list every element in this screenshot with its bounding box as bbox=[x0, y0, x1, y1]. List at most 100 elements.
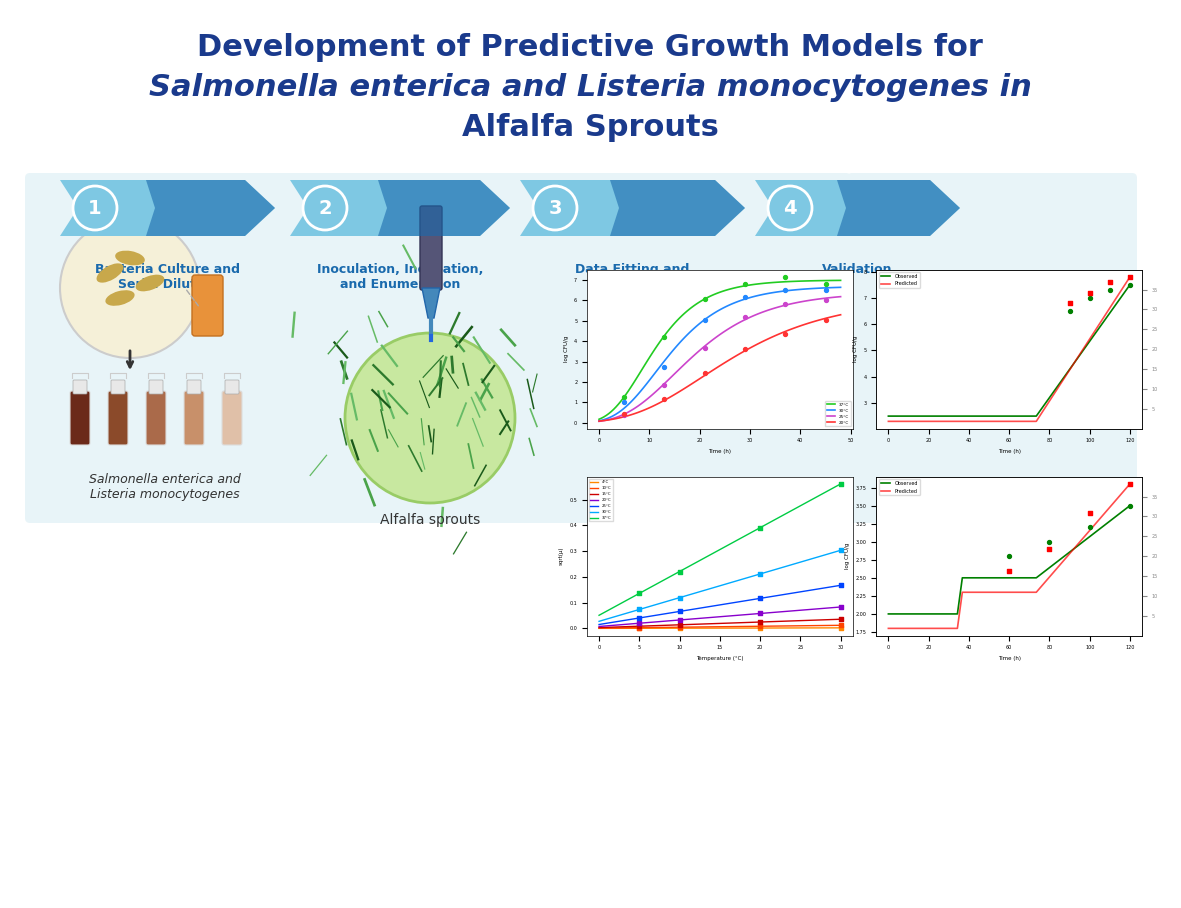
Predicted bbox=[896, 416, 911, 427]
30°C bbox=[717, 302, 731, 313]
Observed bbox=[1074, 538, 1088, 549]
30°C bbox=[648, 368, 663, 379]
Predicted bbox=[1089, 325, 1103, 336]
30°C bbox=[712, 580, 726, 591]
20°C bbox=[672, 615, 686, 626]
Point bbox=[1081, 506, 1100, 520]
Point bbox=[1081, 291, 1100, 305]
Line: 25°C: 25°C bbox=[599, 297, 841, 421]
Text: Validation under
fluctuation temperatures: Validation under fluctuation temperature… bbox=[903, 511, 1077, 541]
Circle shape bbox=[345, 333, 515, 503]
37°C bbox=[814, 275, 828, 286]
FancyBboxPatch shape bbox=[111, 380, 125, 394]
Observed bbox=[1118, 504, 1133, 515]
Point bbox=[816, 312, 835, 327]
Predicted bbox=[1064, 547, 1078, 558]
Polygon shape bbox=[146, 180, 275, 236]
25°C bbox=[717, 327, 731, 338]
Predicted bbox=[926, 416, 940, 427]
Predicted bbox=[886, 416, 900, 427]
Predicted bbox=[931, 416, 945, 427]
4°C bbox=[753, 623, 768, 634]
Text: Validation: Validation bbox=[822, 263, 893, 276]
Predicted bbox=[976, 587, 990, 597]
Observed bbox=[1094, 523, 1108, 534]
25°C bbox=[794, 587, 808, 597]
Observed bbox=[960, 572, 974, 583]
Observed bbox=[1083, 530, 1097, 541]
Observed bbox=[1035, 404, 1049, 415]
Observed bbox=[980, 572, 994, 583]
FancyBboxPatch shape bbox=[222, 391, 242, 445]
Observed bbox=[1035, 568, 1049, 579]
Observed bbox=[1089, 328, 1103, 339]
30°C bbox=[821, 282, 835, 293]
4°C bbox=[794, 623, 808, 634]
X-axis label: Temperature (°C): Temperature (°C) bbox=[696, 656, 744, 661]
Predicted bbox=[940, 623, 954, 634]
Observed bbox=[965, 410, 979, 421]
Predicted bbox=[1094, 513, 1108, 524]
Observed bbox=[901, 608, 915, 619]
37°C bbox=[712, 544, 726, 555]
Predicted bbox=[990, 416, 1004, 427]
25°C bbox=[834, 291, 848, 302]
25°C bbox=[592, 619, 606, 630]
Observed bbox=[911, 410, 925, 421]
30°C bbox=[753, 568, 768, 579]
30°C bbox=[794, 557, 808, 568]
Point bbox=[629, 619, 648, 634]
10°C bbox=[592, 623, 606, 634]
Point bbox=[751, 607, 770, 621]
Observed bbox=[1005, 572, 1019, 583]
Text: Alfalfa sprouts: Alfalfa sprouts bbox=[380, 513, 481, 527]
Point bbox=[776, 270, 795, 284]
37°C bbox=[717, 285, 731, 296]
Point bbox=[751, 621, 770, 636]
Line: Predicted: Predicted bbox=[888, 484, 1130, 628]
25°C bbox=[834, 580, 848, 591]
Observed bbox=[1113, 508, 1127, 518]
Observed bbox=[951, 410, 965, 421]
30°C bbox=[638, 380, 652, 390]
Text: Bacteria Culture and
Serial Dilution: Bacteria Culture and Serial Dilution bbox=[94, 263, 240, 291]
Point bbox=[629, 611, 648, 626]
Point bbox=[831, 612, 850, 627]
Observed bbox=[1059, 370, 1074, 380]
FancyBboxPatch shape bbox=[70, 391, 90, 445]
Observed bbox=[935, 608, 950, 619]
Predicted bbox=[1039, 400, 1053, 411]
Predicted bbox=[1053, 378, 1068, 389]
Point bbox=[831, 543, 850, 558]
FancyBboxPatch shape bbox=[146, 391, 167, 445]
Observed bbox=[1039, 397, 1053, 408]
Predicted bbox=[901, 416, 915, 427]
Predicted bbox=[896, 623, 911, 634]
Line: 30°C: 30°C bbox=[599, 550, 841, 621]
Line: 37°C: 37°C bbox=[599, 281, 841, 419]
FancyBboxPatch shape bbox=[226, 380, 239, 394]
Observed bbox=[901, 410, 915, 421]
Predicted bbox=[881, 416, 895, 427]
Predicted bbox=[892, 623, 906, 634]
Predicted bbox=[1019, 587, 1033, 597]
Predicted bbox=[911, 623, 925, 634]
Observed bbox=[1014, 410, 1029, 421]
Observed bbox=[1118, 286, 1133, 297]
Predicted bbox=[1010, 416, 1024, 427]
FancyBboxPatch shape bbox=[25, 173, 305, 523]
Y-axis label: log CFU/g: log CFU/g bbox=[563, 336, 568, 362]
Point bbox=[615, 390, 634, 404]
30°C bbox=[814, 282, 828, 293]
Predicted bbox=[999, 416, 1013, 427]
Legend: Observed, Predicted: Observed, Predicted bbox=[879, 479, 920, 496]
Predicted bbox=[1113, 287, 1127, 298]
Polygon shape bbox=[755, 180, 960, 236]
25°C bbox=[736, 315, 750, 326]
Polygon shape bbox=[837, 180, 960, 236]
Observed bbox=[945, 608, 959, 619]
Point bbox=[1101, 275, 1120, 290]
Observed bbox=[994, 572, 1009, 583]
Observed bbox=[985, 410, 999, 421]
Predicted bbox=[945, 416, 959, 427]
